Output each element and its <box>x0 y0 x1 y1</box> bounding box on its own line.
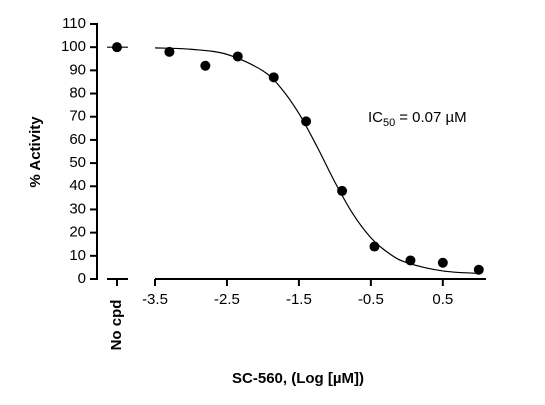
point <box>473 264 484 275</box>
y-tick-label: 60 <box>69 131 86 148</box>
point <box>405 255 416 266</box>
point <box>437 257 448 268</box>
annotation: IC50 = 0.07 µM <box>368 109 467 129</box>
annotation-main: IC <box>368 109 383 126</box>
point <box>268 72 279 83</box>
annotation-rest: = 0.07 µM <box>399 109 466 126</box>
y-tick-label: 70 <box>69 108 86 125</box>
x-tick-label: 0.5 <box>432 291 453 308</box>
control-label: No cpd <box>108 300 125 351</box>
y-tick-label: 10 <box>69 247 86 264</box>
x-tick-label: -3.5 <box>142 291 168 308</box>
point <box>232 51 243 62</box>
y-axis-label: % Activity <box>27 116 44 188</box>
point <box>164 46 175 57</box>
x-tick-label: -1.5 <box>286 291 312 308</box>
y-tick-label: 110 <box>62 15 86 32</box>
control-point <box>112 42 122 53</box>
y-tick-label: 20 <box>69 224 86 241</box>
point <box>369 241 380 252</box>
x-tick-label: -2.5 <box>214 291 240 308</box>
y-tick-label: 50 <box>69 154 86 171</box>
y-tick-label: 90 <box>69 61 86 78</box>
y-tick-label: 0 <box>78 270 86 287</box>
y-tick-label: 40 <box>69 177 86 194</box>
x-tick-label: -0.5 <box>358 291 384 308</box>
annotation-sub: 50 <box>383 117 395 129</box>
x-axis-label: SC-560, (Log [µM]) <box>232 370 364 387</box>
point <box>337 185 348 196</box>
fit-curve <box>154 47 479 274</box>
point <box>301 116 312 127</box>
y-tick-label: 80 <box>69 85 86 102</box>
point <box>200 60 211 71</box>
y-tick-label: 30 <box>69 200 86 217</box>
y-tick-label: 100 <box>61 38 86 55</box>
